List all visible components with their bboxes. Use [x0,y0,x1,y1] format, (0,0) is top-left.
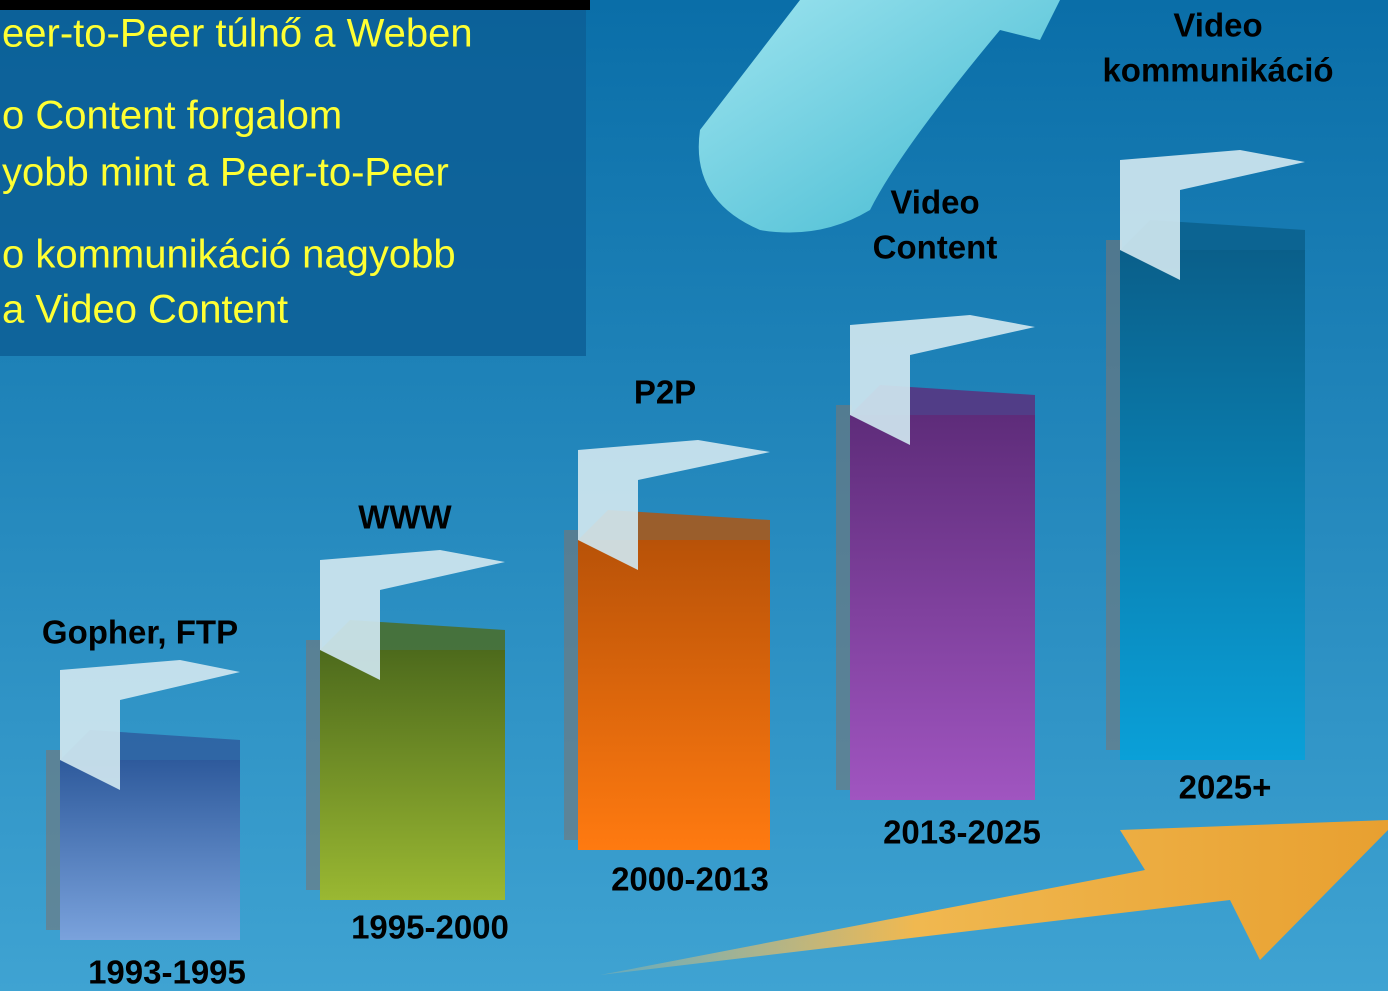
stage-label: Video [890,184,979,221]
slide: eer-to-Peer túlnő a Weben o Content forga… [0,0,1388,991]
bullet-line: o Content forgalom [2,94,342,138]
bar [60,760,240,940]
bar-shadow [1106,240,1122,750]
bullet-line: yobb mint a Peer-to-Peer [2,151,449,195]
stage-period: 1993-1995 [88,954,246,991]
stage-period: 2025+ [1179,769,1272,806]
stage-period: 2000-2013 [611,861,769,898]
stage-label: kommunikáció [1102,52,1333,89]
bar-shadow [564,530,580,840]
bullet-line: o kommunikáció nagyobb [2,233,456,277]
bar [320,650,505,900]
stage-label: Content [873,229,998,266]
bar-shadow [836,405,852,790]
bullet-line: a Video Content [2,288,288,332]
stage-period: 1995-2000 [351,909,509,946]
bar [578,540,770,850]
stage-label: WWW [358,499,452,536]
bar-shadow [306,640,322,890]
bar [850,415,1035,800]
stage-label: P2P [634,374,696,411]
stage-label: Gopher, FTP [42,614,238,651]
stage-period: 2013-2025 [883,814,1041,851]
bar-shadow [46,750,62,930]
stage-label: Video [1173,7,1262,44]
bar [1120,250,1305,760]
top-strip [0,0,590,10]
bullet-line: eer-to-Peer túlnő a Weben [2,12,473,56]
